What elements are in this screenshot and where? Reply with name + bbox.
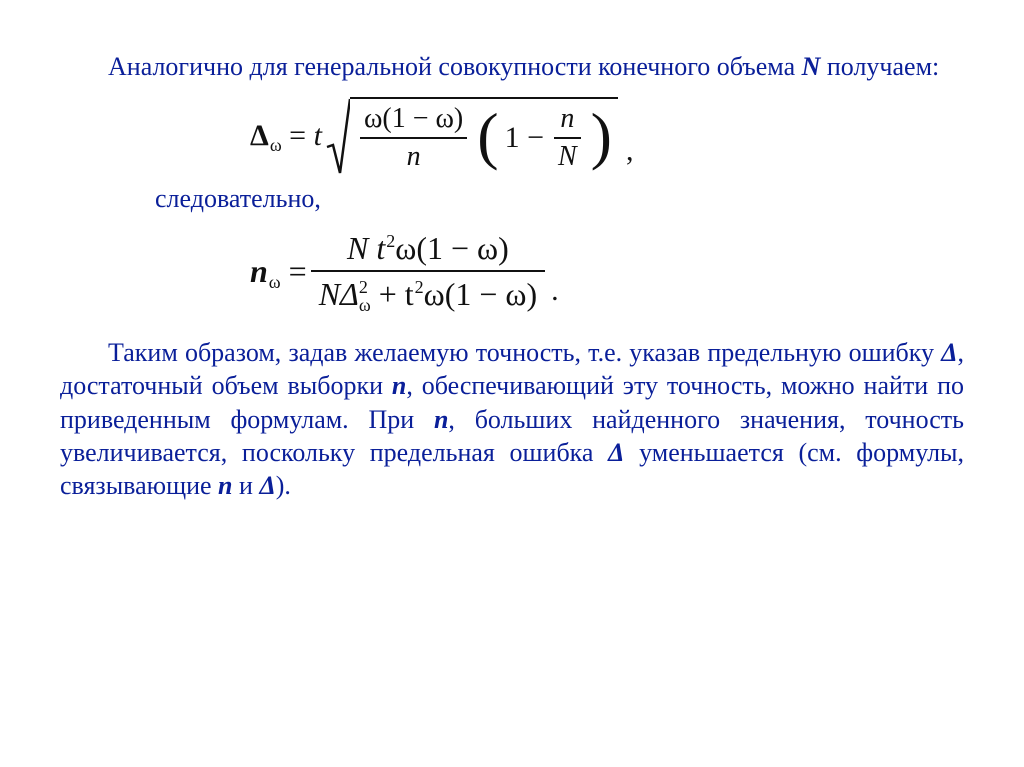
p2-n3: n [218, 471, 232, 500]
f1-sqrt: ω(1 − ω) n ( 1 − n N ) [326, 97, 618, 177]
f1-frac1-den: n [403, 141, 425, 173]
p1-var-N: N [802, 52, 821, 81]
f2-den: NΔ2ω + t2ω(1 − ω) [311, 274, 545, 318]
f1-frac2-num: n [556, 103, 578, 135]
f1-rparen: ) [591, 105, 612, 167]
p1-text-b: получаем: [820, 52, 939, 81]
f1-delta: Δ [250, 119, 269, 152]
consequently-text: следовательно, [155, 184, 964, 214]
f2-num-b: ω(1 − ω) [395, 230, 508, 266]
f1-radicand: ω(1 − ω) n ( 1 − n N ) [350, 97, 618, 177]
f2-n: n [250, 253, 268, 289]
p1-text-a: Аналогично для генеральной совокупности … [108, 52, 802, 81]
f1-frac1-num: ω(1 − ω) [360, 103, 467, 135]
f1-one-minus: 1 − [505, 123, 544, 153]
f1-frac2: n N [554, 103, 581, 173]
p2-a: Таким образом, задав желаемую точность, … [108, 338, 941, 367]
p2-f: и [233, 471, 260, 500]
f2-trailing-period: . [551, 276, 559, 306]
f2-den-c: ω(1 − ω) [424, 276, 537, 312]
paragraph-1: Аналогично для генеральной совокупности … [60, 50, 964, 83]
f2-eq: = [281, 253, 307, 289]
p2-n2: n [434, 405, 448, 434]
f2-bar [311, 270, 545, 272]
p2-g: ). [276, 471, 291, 500]
f1-frac1-bar [360, 137, 467, 139]
f1-lparen: ( [477, 105, 498, 167]
f2-num: N t2ω(1 − ω) [339, 228, 517, 269]
f2-frac: N t2ω(1 − ω) NΔ2ω + t2ω(1 − ω) [311, 228, 545, 318]
f2-num-sup: 2 [385, 231, 395, 251]
f1-frac1: ω(1 − ω) n [360, 103, 467, 173]
p2-delta1: Δ [941, 338, 957, 367]
f2-n-sub: ω [268, 272, 281, 292]
f1-t: t [314, 119, 322, 152]
f1-eq: = [282, 119, 314, 152]
f2-den-a: NΔ [319, 276, 359, 312]
f2-den-b: + t [371, 276, 414, 312]
f1-frac2-den: N [554, 141, 581, 173]
slide-page: Аналогично для генеральной совокупности … [0, 0, 1024, 552]
p2-delta2: Δ [608, 438, 624, 467]
f1-lhs: Δω = t [250, 121, 322, 154]
f1-delta-sub: ω [269, 135, 282, 155]
f2-den-sub1: ω [358, 295, 371, 315]
radical-icon [326, 97, 350, 177]
p2-delta3: Δ [259, 471, 275, 500]
formula-1: Δω = t ω(1 − ω) n ( 1 − n N [250, 97, 964, 177]
f1-frac2-bar [554, 137, 581, 139]
f2-num-a: N t [347, 230, 385, 266]
formula-2: nω = N t2ω(1 − ω) NΔ2ω + t2ω(1 − ω) . [250, 228, 964, 318]
f2-den-sup2: 2 [414, 277, 424, 297]
f1-trailing-comma: , [626, 136, 634, 166]
p2-n1: n [392, 371, 406, 400]
paragraph-2: Таким образом, задав желаемую точность, … [60, 336, 964, 502]
f2-lhs: nω = [250, 255, 307, 291]
